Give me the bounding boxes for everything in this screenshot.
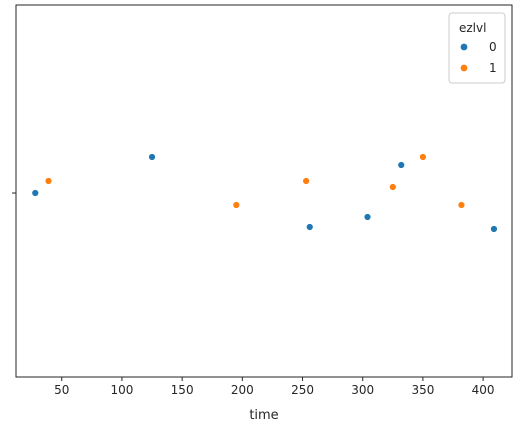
data-point [44,177,53,185]
x-tick-label: 150 [171,383,194,397]
data-point [302,177,310,185]
legend-label: 0 [489,40,497,54]
x-tick-label: 300 [351,383,374,397]
data-point [397,161,405,169]
data-point [457,201,466,209]
data-points [31,153,498,233]
legend-marker [460,43,468,51]
x-axis-title: time [249,408,278,423]
data-point [363,213,372,221]
data-point [306,223,314,231]
data-point [389,183,397,191]
legend: ezlvl 0 1 [448,12,506,84]
plot-frame [15,4,513,378]
data-point [148,153,156,161]
data-point [490,225,498,233]
x-axis: 50 100 150 200 250 300 350 400 [54,377,495,397]
data-point [31,189,39,197]
x-tick-label: 400 [472,383,495,397]
data-point [232,201,241,209]
x-tick-label: 50 [54,383,69,397]
legend-title: ezlvl [459,21,486,35]
x-tick-label: 200 [231,383,254,397]
data-point [419,153,427,161]
x-tick-label: 100 [110,383,133,397]
legend-label: 1 [489,61,497,75]
x-tick-label: 250 [291,383,314,397]
legend-marker [460,64,468,72]
x-tick-label: 350 [411,383,434,397]
